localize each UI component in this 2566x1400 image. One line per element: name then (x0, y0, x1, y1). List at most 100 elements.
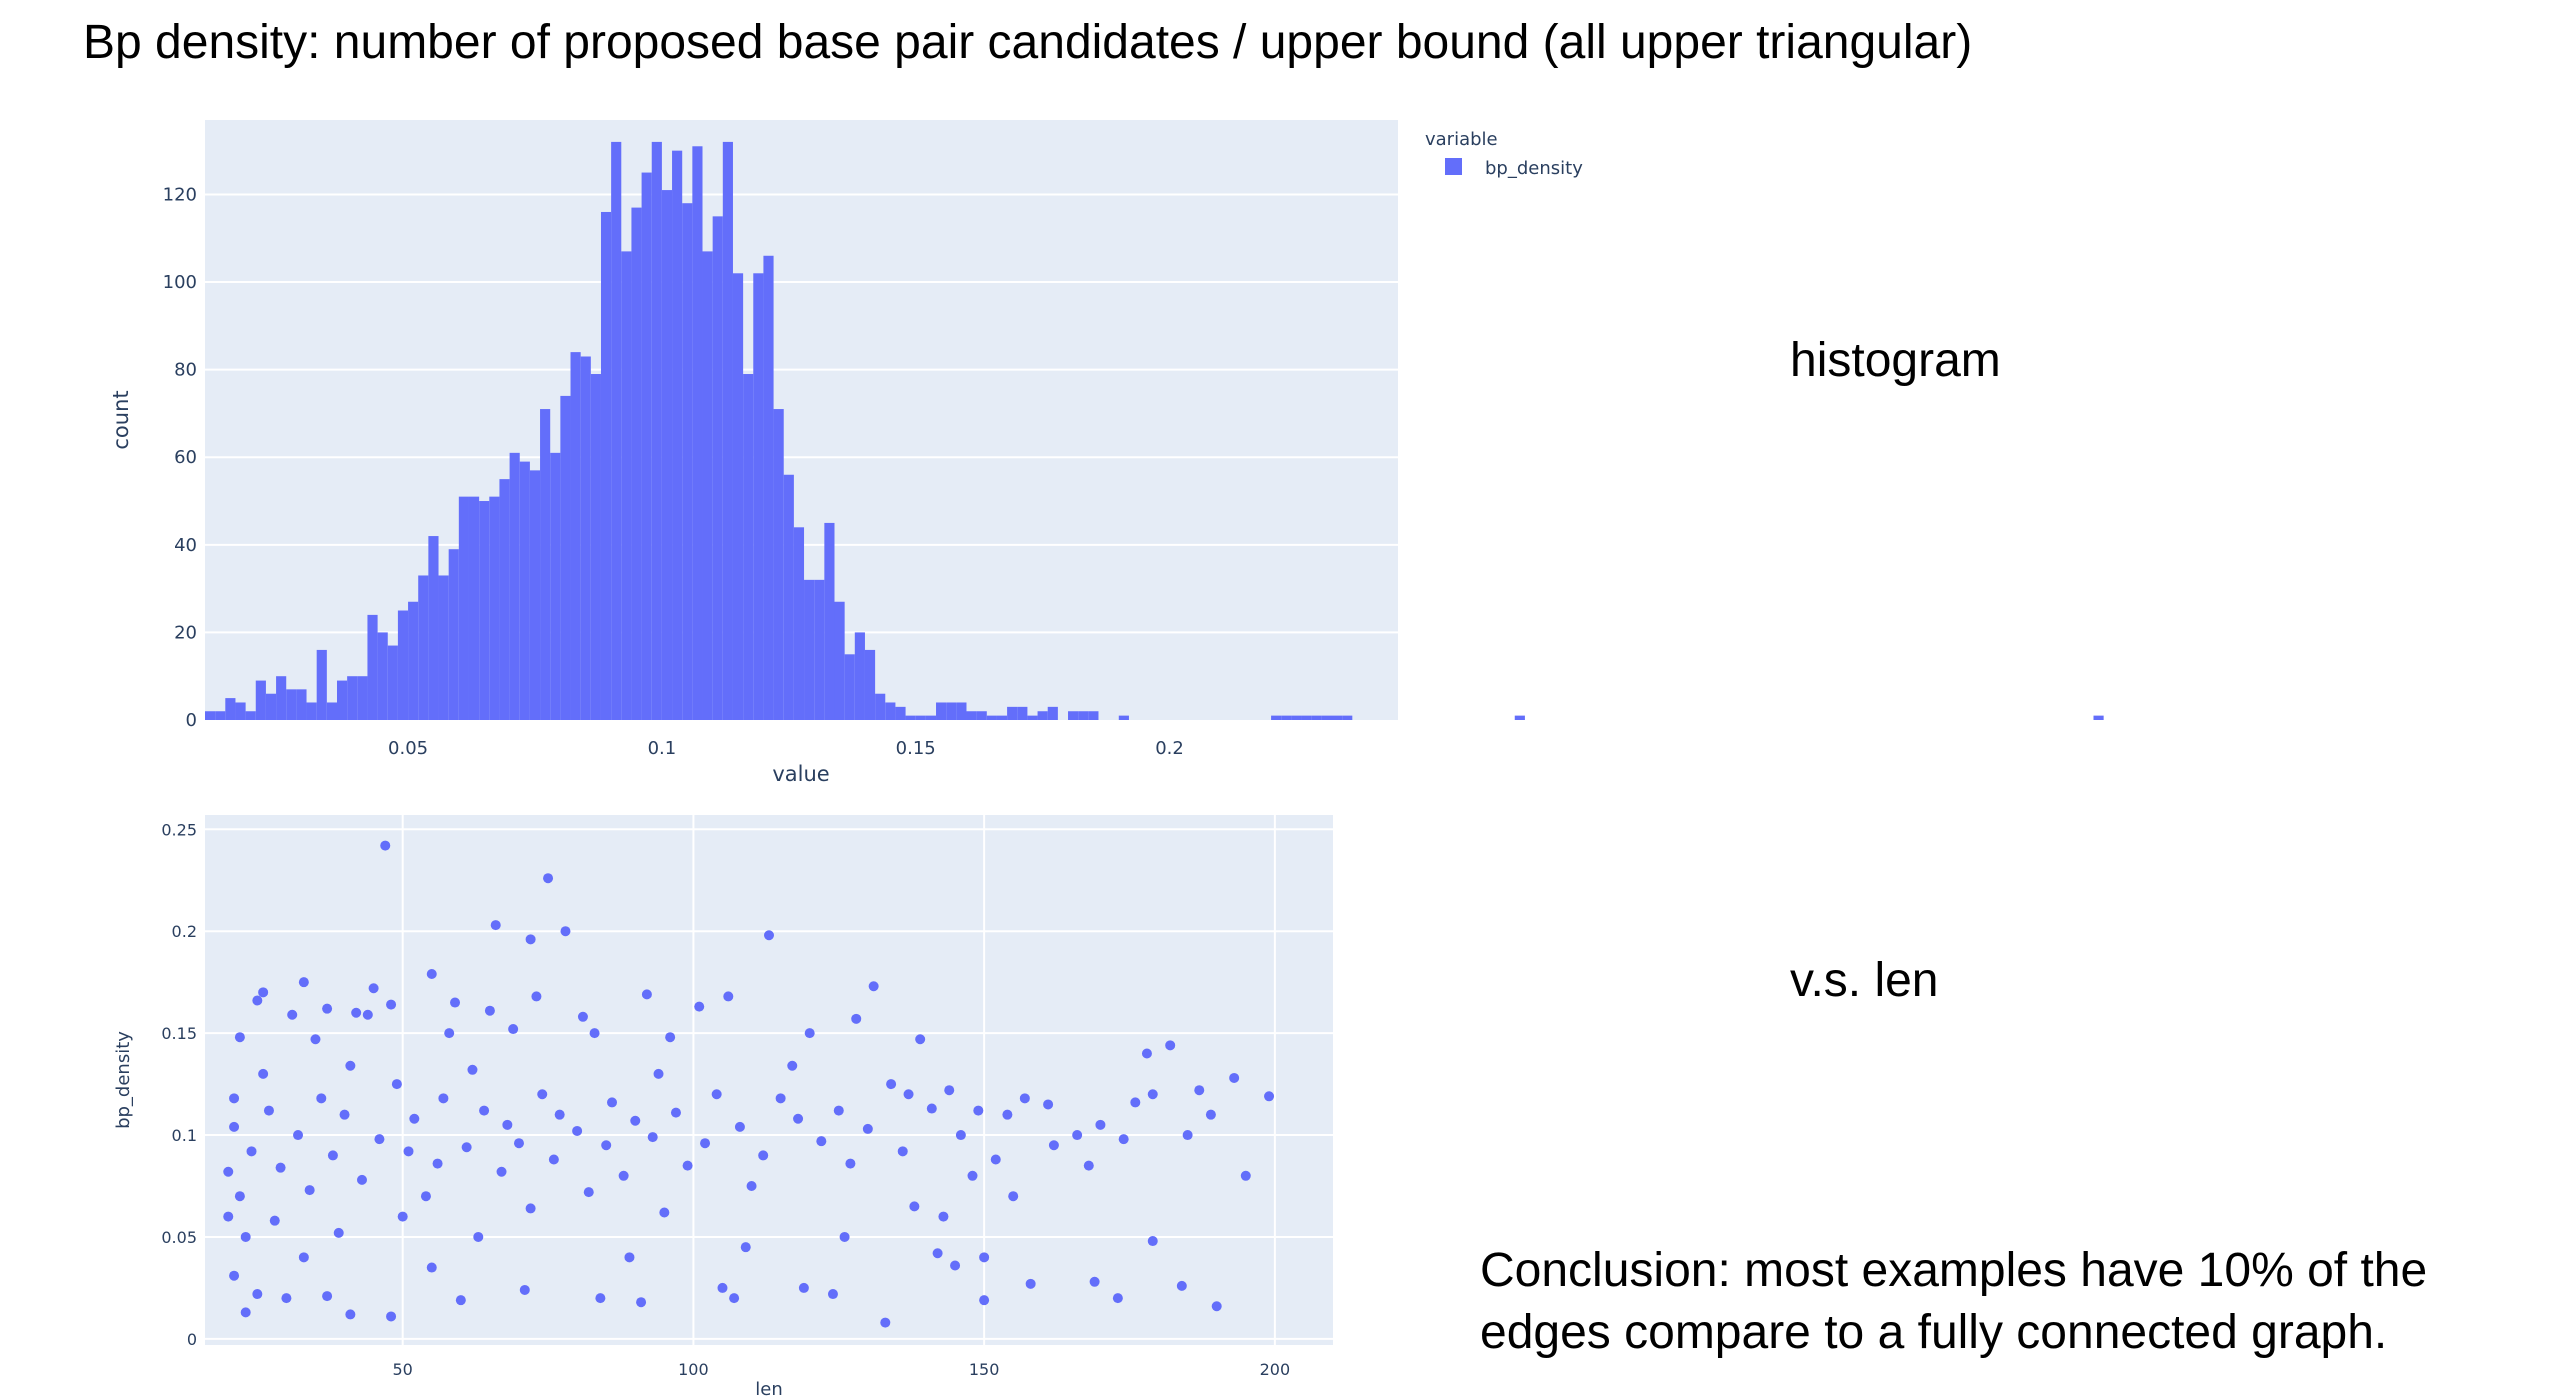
scatter-point[interactable] (1095, 1119, 1106, 1130)
histogram-bar[interactable] (347, 676, 358, 720)
scatter-point[interactable] (310, 1034, 321, 1045)
scatter-point[interactable] (851, 1013, 862, 1024)
scatter-point[interactable] (595, 1293, 606, 1304)
histogram-bar[interactable] (255, 680, 266, 720)
histogram-bar[interactable] (885, 702, 896, 720)
scatter-point[interactable] (444, 1028, 455, 1039)
histogram-bar[interactable] (793, 527, 805, 720)
scatter-point[interactable] (711, 1089, 722, 1100)
histogram-bar[interactable] (600, 211, 612, 720)
histogram-bar[interactable] (804, 579, 815, 720)
scatter-point[interactable] (339, 1109, 350, 1120)
scatter-point[interactable] (252, 995, 263, 1006)
histogram-bar[interactable] (499, 479, 510, 720)
scatter-point[interactable] (537, 1089, 548, 1100)
histogram-bar[interactable] (702, 251, 713, 721)
scatter-point[interactable] (293, 1130, 304, 1141)
histogram-bar[interactable] (336, 680, 348, 720)
scatter-point[interactable] (345, 1309, 356, 1320)
histogram-bar[interactable] (1078, 711, 1089, 720)
scatter-point[interactable] (479, 1105, 490, 1116)
histogram-bar[interactable] (560, 395, 571, 720)
histogram-bar[interactable] (875, 693, 886, 720)
scatter-point[interactable] (630, 1115, 641, 1126)
scatter-point[interactable] (484, 1005, 495, 1016)
scatter-point[interactable] (298, 977, 309, 988)
scatter-point[interactable] (368, 983, 379, 994)
scatter-point[interactable] (1147, 1236, 1158, 1247)
scatter-point[interactable] (560, 926, 571, 937)
histogram-bar[interactable] (712, 216, 723, 720)
histogram-bar[interactable] (996, 715, 1008, 720)
scatter-point[interactable] (386, 999, 397, 1010)
scatter-point[interactable] (1182, 1130, 1193, 1141)
scatter-point[interactable] (1205, 1109, 1216, 1120)
scatter-point[interactable] (234, 1191, 245, 1202)
histogram-bar[interactable] (1321, 715, 1333, 720)
histogram-bar[interactable] (286, 689, 297, 720)
scatter-point[interactable] (1264, 1091, 1275, 1102)
scatter-point[interactable] (775, 1093, 786, 1104)
histogram-bar[interactable] (1088, 711, 1099, 720)
histogram-bar[interactable] (1027, 715, 1038, 720)
scatter-point[interactable] (1072, 1130, 1083, 1141)
scatter-point[interactable] (572, 1125, 583, 1136)
scatter-point[interactable] (519, 1284, 530, 1295)
scatter-point[interactable] (298, 1252, 309, 1263)
histogram-bar[interactable] (448, 549, 459, 720)
histogram-bar[interactable] (1281, 715, 1292, 720)
scatter-point[interactable] (816, 1136, 827, 1147)
scatter-point[interactable] (979, 1295, 990, 1306)
scatter-point[interactable] (525, 934, 536, 945)
scatter-point[interactable] (426, 1262, 437, 1273)
scatter-point[interactable] (1048, 1140, 1059, 1151)
histogram-bar[interactable] (367, 614, 378, 720)
histogram-bar[interactable] (1068, 711, 1079, 720)
histogram-bar[interactable] (468, 496, 480, 720)
histogram-bar[interactable] (276, 676, 287, 720)
scatter-point[interactable] (1130, 1097, 1141, 1108)
histogram-bar[interactable] (458, 496, 469, 720)
scatter-point[interactable] (1176, 1280, 1187, 1291)
scatter-point[interactable] (1112, 1293, 1123, 1304)
scatter-point[interactable] (1141, 1048, 1152, 1059)
histogram-bar[interactable] (479, 501, 490, 720)
scatter-point[interactable] (641, 989, 652, 1000)
scatter-point[interactable] (886, 1079, 897, 1090)
histogram-bar[interactable] (296, 689, 307, 720)
histogram-bar[interactable] (1037, 711, 1048, 720)
histogram-bar[interactable] (265, 693, 277, 720)
scatter-point[interactable] (990, 1154, 1001, 1165)
scatter-point[interactable] (223, 1166, 234, 1177)
scatter-point[interactable] (345, 1060, 356, 1071)
scatter-point[interactable] (386, 1311, 397, 1322)
histogram-bar[interactable] (854, 632, 865, 720)
scatter-point[interactable] (502, 1119, 513, 1130)
scatter-point[interactable] (269, 1215, 280, 1226)
scatter-point[interactable] (1019, 1093, 1030, 1104)
scatter-point[interactable] (973, 1105, 984, 1116)
scatter-point[interactable] (734, 1121, 745, 1132)
scatter-point[interactable] (758, 1150, 769, 1161)
scatter-point[interactable] (833, 1105, 844, 1116)
scatter-point[interactable] (798, 1282, 809, 1293)
scatter-point[interactable] (787, 1060, 798, 1071)
scatter-point[interactable] (932, 1248, 943, 1259)
scatter-point[interactable] (880, 1317, 891, 1328)
scatter-point[interactable] (636, 1297, 647, 1308)
scatter-point[interactable] (793, 1113, 804, 1124)
scatter-point[interactable] (1229, 1072, 1240, 1083)
histogram-bar[interactable] (621, 251, 632, 721)
scatter-point[interactable] (740, 1242, 751, 1253)
scatter-point[interactable] (1089, 1276, 1100, 1287)
scatter-point[interactable] (438, 1093, 449, 1104)
scatter-point[interactable] (647, 1132, 658, 1143)
scatter-point[interactable] (682, 1160, 693, 1171)
histogram-bar[interactable] (1332, 715, 1343, 720)
histogram-bar[interactable] (915, 715, 926, 720)
histogram-bar[interactable] (1271, 715, 1282, 720)
scatter-point[interactable] (862, 1123, 873, 1134)
scatter-point[interactable] (950, 1260, 961, 1271)
histogram-bar[interactable] (611, 141, 622, 720)
histogram-bar[interactable] (1301, 715, 1312, 720)
